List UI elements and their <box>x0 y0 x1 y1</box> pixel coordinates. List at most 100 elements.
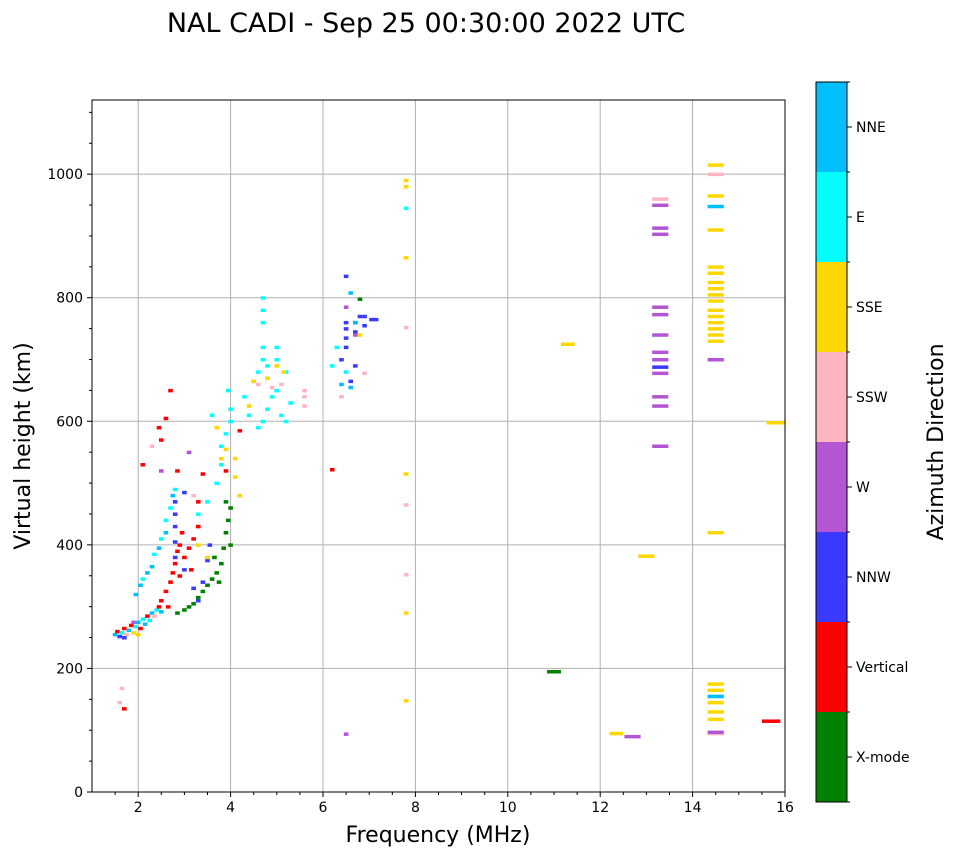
data-point-e <box>172 487 178 492</box>
data-point-x-mode <box>205 583 210 588</box>
data-point-x-mode <box>223 500 229 504</box>
data-point-vertical <box>761 719 781 723</box>
data-point-vertical <box>172 561 178 566</box>
data-point-w <box>652 203 669 208</box>
data-point-e <box>279 413 284 418</box>
data-point-e <box>140 617 146 621</box>
data-point-vertical <box>179 531 185 535</box>
y-tick-label: 800 <box>56 291 83 307</box>
colorbar-tick-label: W <box>856 480 870 496</box>
x-tick-label: 6 <box>319 800 328 816</box>
x-tick-label: 12 <box>591 800 609 816</box>
data-point-sse <box>707 280 724 285</box>
data-point-vertical <box>165 605 171 609</box>
data-point-e <box>223 432 229 436</box>
data-point-vertical <box>189 568 194 572</box>
data-point-nne <box>339 382 344 387</box>
data-point-sse <box>707 286 724 291</box>
data-point-x-mode <box>547 670 561 674</box>
data-point-ssw <box>119 686 125 691</box>
data-point-sse <box>214 425 220 430</box>
data-point-e <box>152 552 157 557</box>
data-point-ssw <box>269 385 275 390</box>
data-point-nnw <box>172 555 178 560</box>
data-point-sse <box>766 421 785 425</box>
data-point-nnw <box>353 330 358 334</box>
data-point-sse <box>135 632 141 637</box>
data-point-x-mode <box>223 531 229 535</box>
data-point-vertical <box>138 626 143 631</box>
data-point-sse <box>638 554 655 558</box>
data-point-sse <box>560 342 575 347</box>
data-point-vertical <box>168 580 173 584</box>
data-point-sse <box>707 700 724 705</box>
y-tick-label: 1000 <box>47 167 83 183</box>
data-point-nne <box>348 291 354 295</box>
data-point-sse <box>403 256 409 260</box>
data-point-x-mode <box>357 297 363 301</box>
data-point-w <box>652 395 669 399</box>
data-point-x-mode <box>214 571 220 575</box>
data-point-vertical <box>223 469 229 473</box>
data-point-e <box>228 419 233 424</box>
data-point-nne <box>135 620 141 625</box>
colorbar-swatch-e <box>816 172 847 262</box>
data-point-sse <box>403 185 409 189</box>
data-point-w <box>707 730 724 735</box>
data-point-ssw <box>149 444 155 448</box>
data-point-e <box>343 370 349 374</box>
data-point-x-mode <box>228 543 233 547</box>
data-point-e <box>158 537 164 541</box>
data-point-sse <box>707 271 724 275</box>
data-point-e <box>288 401 293 405</box>
data-point-ssw <box>652 197 669 201</box>
data-point-nne <box>707 694 724 699</box>
data-point-nne <box>149 611 155 615</box>
data-point-sse <box>237 493 243 498</box>
data-point-nnw <box>172 540 178 544</box>
data-point-x-mode <box>219 561 224 566</box>
data-point-e <box>265 364 270 368</box>
plot-frame <box>91 99 786 793</box>
data-point-e <box>260 419 266 424</box>
data-point-e <box>283 419 289 424</box>
data-point-vertical <box>163 416 169 421</box>
data-point-sse <box>707 308 724 313</box>
grid-lines <box>92 100 786 792</box>
data-point-w <box>652 232 669 237</box>
data-point-w <box>343 305 349 309</box>
data-point-x-mode <box>209 577 215 581</box>
data-point-vertical <box>177 543 183 547</box>
colorbar-swatch-w <box>816 442 847 532</box>
data-point-e <box>256 370 261 374</box>
data-point-vertical <box>195 500 201 504</box>
data-point-sse <box>403 611 409 615</box>
y-axis-label: Virtual height (km) <box>11 342 36 549</box>
data-point-nnw <box>343 345 349 350</box>
data-point-nne <box>142 622 148 626</box>
data-point-w <box>652 305 669 309</box>
data-point-vertical <box>195 524 201 529</box>
data-point-vertical <box>163 589 169 594</box>
data-point-e <box>269 395 275 399</box>
data-point-x-mode <box>175 611 180 615</box>
data-point-w <box>186 450 192 455</box>
data-point-x-mode <box>216 580 222 584</box>
x-tick-label: 16 <box>776 800 794 816</box>
data-point-nne <box>707 204 724 209</box>
data-point-nne <box>158 610 164 614</box>
data-point-sse <box>609 731 624 736</box>
data-point-w <box>652 226 669 230</box>
data-point-nnw <box>172 524 178 529</box>
data-point-vertical <box>329 467 335 472</box>
colorbar-tick-label: SSW <box>856 390 888 406</box>
data-points <box>112 163 785 739</box>
data-point-w <box>353 333 358 337</box>
data-point-e <box>228 407 233 411</box>
data-point-nne <box>348 385 354 390</box>
colorbar-swatch-vertical <box>816 622 847 712</box>
colorbar-tick-label: Vertical <box>856 660 908 676</box>
data-point-sse <box>403 178 409 183</box>
data-point-nne <box>149 564 155 569</box>
data-point-sse <box>131 631 136 635</box>
